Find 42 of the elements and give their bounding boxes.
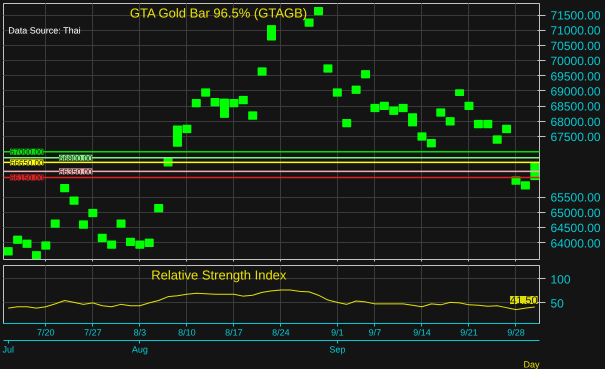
y-tick-label: 71500.00 xyxy=(550,8,601,23)
y-tick-label: 50 xyxy=(550,296,564,310)
x-tick-label: 8/24 xyxy=(272,328,290,338)
text: Aug xyxy=(132,344,148,354)
y-tick-label: 64500.00 xyxy=(550,221,601,236)
y-tick-label: 68500.00 xyxy=(550,100,601,114)
x-axis-title: Day xyxy=(523,360,540,369)
line-series xyxy=(8,289,536,310)
annotation: Data Source: Thai xyxy=(8,26,81,36)
x-tick-label: 9/14 xyxy=(413,328,431,338)
y-tick-label: 69500.00 xyxy=(550,69,601,84)
x-tick-label: 8/3 xyxy=(134,328,146,338)
y-tick-label: 65500.00 xyxy=(550,190,601,205)
y-tick-label: 69000.00 xyxy=(550,84,601,98)
y-tick-label: 70000.00 xyxy=(550,54,601,68)
ref-line-label: 67000.00 xyxy=(10,148,44,157)
text: Jul xyxy=(2,344,14,354)
x-tick-label: 7/27 xyxy=(84,328,102,338)
y-tick-label: 68000.00 xyxy=(550,114,601,129)
y-tick-label: 71000.00 xyxy=(550,24,601,38)
candlestick xyxy=(408,113,418,126)
x-tick-label: 8/10 xyxy=(178,328,196,338)
data-label: 41.50 xyxy=(510,294,538,307)
ref-line-label: 66650.00 xyxy=(10,158,44,168)
y-tick-label: 67500.00 xyxy=(550,130,601,144)
ref-line-label: 66350.00 xyxy=(58,167,93,176)
ref-line-label: 66800.00 xyxy=(58,154,93,163)
x-tick-label: 7/20 xyxy=(37,328,55,338)
y-tick-label: 64000.00 xyxy=(550,236,601,250)
y-tick-label: 100 xyxy=(550,272,571,286)
y-tick-label: 70500.00 xyxy=(550,38,601,53)
x-tick-label: 9/7 xyxy=(368,328,382,338)
chart-title: GTA Gold Bar 96.5% (GTAGB) xyxy=(130,6,308,20)
y-tick-label: 65000.00 xyxy=(550,206,601,220)
ref-line-label: 66150.00 xyxy=(10,174,44,183)
chart-title: Relative Strength Index xyxy=(151,268,287,282)
text: Sep xyxy=(329,344,346,354)
candlestick xyxy=(267,25,276,40)
x-tick-label: 8/17 xyxy=(225,328,243,338)
x-tick-label: 9/1 xyxy=(331,328,344,338)
x-tick-label: 9/28 xyxy=(507,328,525,338)
x-tick-label: 9/21 xyxy=(460,328,478,338)
